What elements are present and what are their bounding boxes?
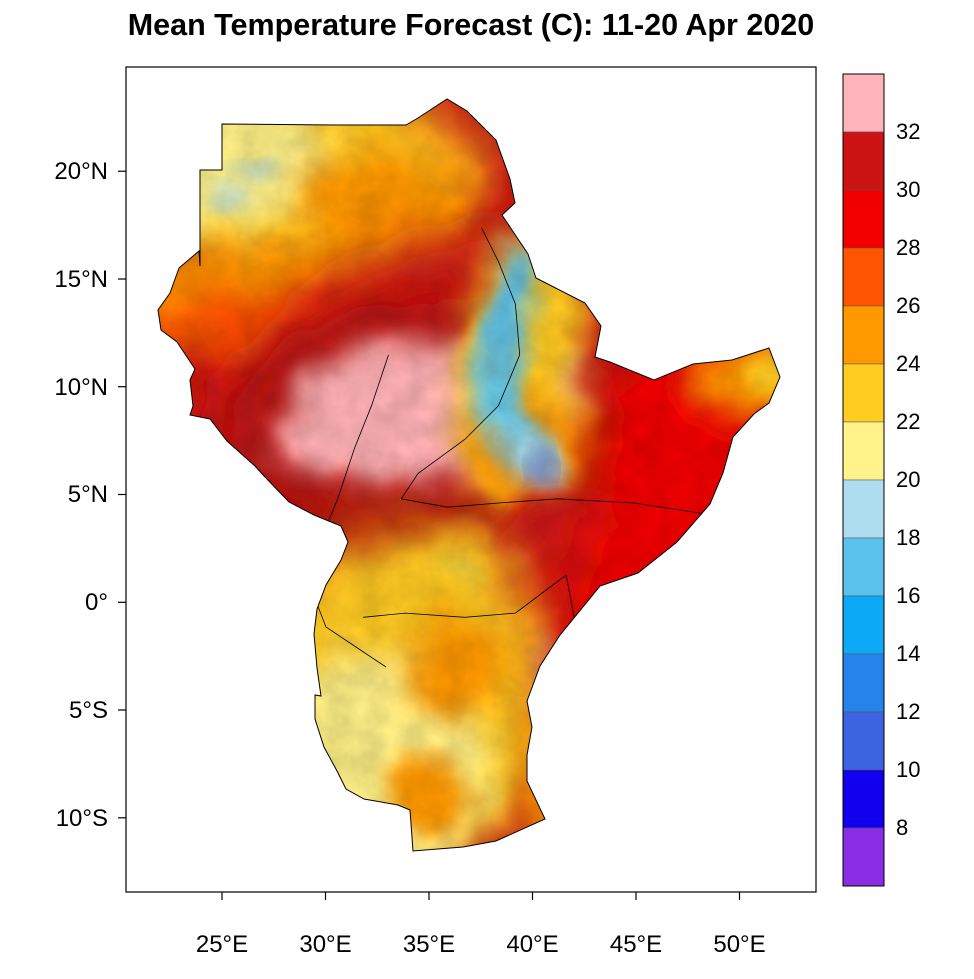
svg-text:8: 8 bbox=[896, 815, 908, 840]
svg-text:22: 22 bbox=[896, 409, 920, 434]
svg-text:26: 26 bbox=[896, 293, 920, 318]
svg-text:Mean Temperature Forecast (C):: Mean Temperature Forecast (C): 11-20 Apr… bbox=[128, 8, 815, 42]
svg-text:12: 12 bbox=[896, 699, 920, 724]
svg-text:20: 20 bbox=[896, 467, 920, 492]
svg-text:30: 30 bbox=[896, 177, 920, 202]
svg-text:40°E: 40°E bbox=[506, 931, 558, 958]
svg-text:32: 32 bbox=[896, 119, 920, 144]
svg-text:5°S: 5°S bbox=[69, 697, 108, 724]
svg-text:20°N: 20°N bbox=[54, 158, 108, 185]
svg-text:10: 10 bbox=[896, 757, 920, 782]
svg-text:50°E: 50°E bbox=[713, 931, 765, 958]
svg-text:25°E: 25°E bbox=[196, 931, 248, 958]
svg-text:5°N: 5°N bbox=[68, 481, 108, 508]
svg-text:14: 14 bbox=[896, 641, 920, 666]
svg-text:24: 24 bbox=[896, 351, 920, 376]
svg-text:10°S: 10°S bbox=[56, 805, 108, 832]
svg-text:16: 16 bbox=[896, 583, 920, 608]
svg-text:15°N: 15°N bbox=[54, 266, 108, 293]
svg-text:35°E: 35°E bbox=[403, 931, 455, 958]
svg-text:18: 18 bbox=[896, 525, 920, 550]
svg-text:45°E: 45°E bbox=[610, 931, 662, 958]
svg-text:10°N: 10°N bbox=[54, 374, 108, 401]
svg-text:0°: 0° bbox=[85, 589, 108, 616]
svg-text:28: 28 bbox=[896, 235, 920, 260]
svg-text:30°E: 30°E bbox=[299, 931, 351, 958]
